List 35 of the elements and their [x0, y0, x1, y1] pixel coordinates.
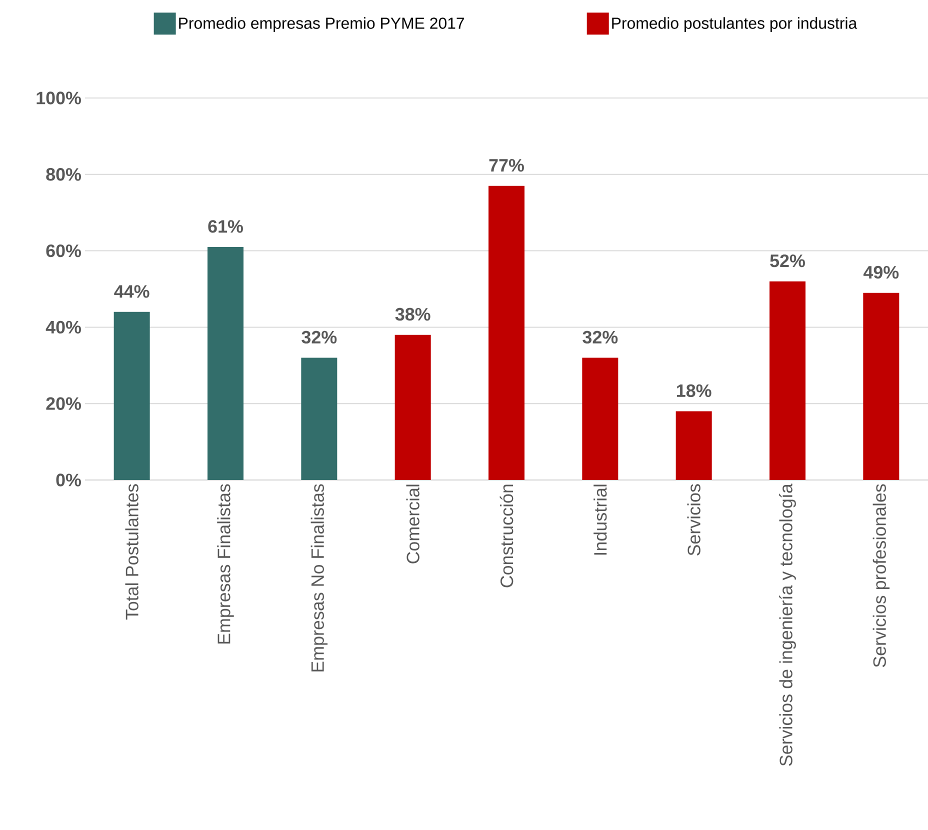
x-tick-label: Empresas No Finalistas	[310, 484, 328, 672]
data-label: 52%	[770, 254, 805, 268]
x-tick-label: Servicios profesionales	[872, 484, 890, 668]
bar	[676, 411, 712, 480]
x-tick-label: Servicios	[687, 484, 700, 556]
bar	[863, 292, 900, 480]
data-label: 61%	[208, 220, 243, 233]
x-tick-label: Construcción	[500, 484, 514, 588]
bar	[301, 358, 338, 480]
data-label: 32%	[582, 330, 618, 344]
data-label: 77%	[489, 159, 524, 172]
data-label: 18%	[677, 384, 712, 398]
data-label: 38%	[395, 308, 430, 321]
bar	[394, 334, 431, 480]
x-tick-label: Industrial	[594, 484, 607, 555]
y-tick-label: 0%	[56, 474, 81, 486]
y-tick-label: 100%	[36, 92, 81, 104]
legend-label: Promedio empresas Premio PYME 2017	[179, 17, 464, 32]
x-tick-label: Servicios de ingeniería y tecnología	[779, 484, 796, 766]
data-label: 32%	[302, 330, 337, 344]
y-tick-label: 40%	[46, 320, 81, 334]
bar	[488, 186, 524, 480]
bar	[582, 358, 618, 480]
legend-label: Promedio postulantes por industria	[612, 17, 858, 32]
bar	[114, 312, 150, 480]
y-tick-label: 20%	[46, 397, 81, 410]
bar	[208, 246, 244, 480]
data-label: 49%	[863, 266, 899, 279]
y-tick-label: 80%	[46, 168, 81, 181]
x-tick-label: Comercial	[406, 484, 420, 564]
y-tick-label: 60%	[46, 244, 81, 258]
x-tick-label: Total Postulantes	[125, 484, 138, 620]
x-tick-label: Empresas Finalistas	[217, 484, 234, 644]
data-label: 44%	[114, 285, 150, 298]
bar	[770, 281, 806, 480]
